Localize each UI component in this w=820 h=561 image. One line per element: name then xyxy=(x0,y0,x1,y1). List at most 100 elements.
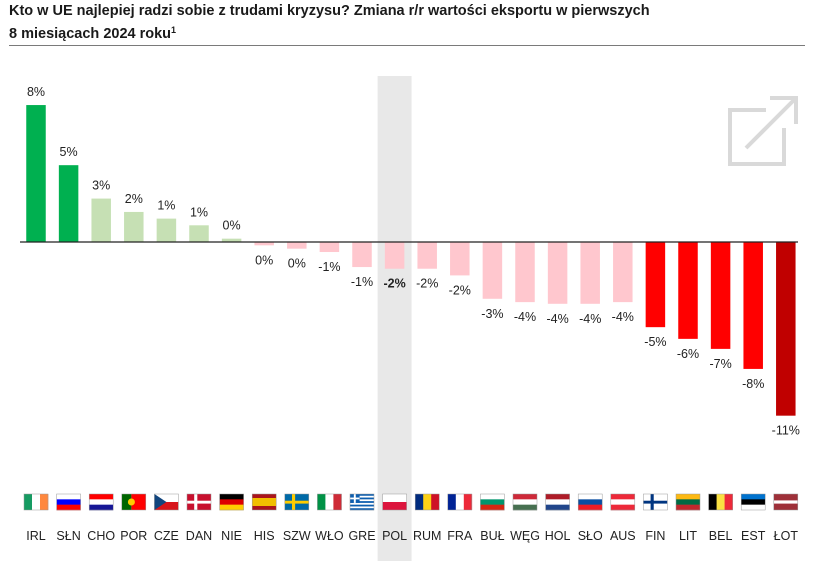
flag-DAN xyxy=(186,493,212,511)
value-label-FIN: -5% xyxy=(644,335,666,349)
chart-title: Kto w UE najlepiej radzi sobie z trudami… xyxy=(9,2,799,44)
flag-POL xyxy=(382,493,407,511)
category-label-SZW: SZW xyxy=(283,529,311,543)
flag-CZE xyxy=(154,493,179,511)
value-label-CZE: 1% xyxy=(157,199,175,213)
value-label-ŁOT: -11% xyxy=(772,424,800,438)
value-label-BUŁ: -3% xyxy=(481,307,503,321)
category-label-CHO: CHO xyxy=(87,529,115,543)
category-label-NIE: NIE xyxy=(221,529,242,543)
value-label-SŁN: 5% xyxy=(60,145,78,159)
value-label-BEL: -7% xyxy=(709,357,731,371)
flag-ŁOT xyxy=(773,493,799,511)
value-label-LIT: -6% xyxy=(677,347,699,361)
title-line-1: Kto w UE najlepiej radzi sobie z trudami… xyxy=(9,3,650,19)
value-label-IRL: 8% xyxy=(27,85,45,99)
category-label-LIT: LIT xyxy=(679,529,697,543)
value-label-FRA: -2% xyxy=(449,283,471,297)
category-label-EST: EST xyxy=(741,529,766,543)
flag-CHO xyxy=(88,493,114,511)
title-line-2: 8 miesiącach 2024 roku1 xyxy=(9,21,799,44)
flag-WŁO xyxy=(317,493,342,511)
bar-IRL xyxy=(26,105,46,242)
footnote-mark: 1 xyxy=(171,25,177,35)
highlight-band xyxy=(377,76,412,561)
bar-HIS xyxy=(254,242,274,246)
value-label-RUM: -2% xyxy=(416,277,438,291)
category-label-CZE: CZE xyxy=(154,529,179,543)
flag-WĘG xyxy=(512,493,538,511)
bar-GRE xyxy=(352,242,372,268)
value-labels-layer: 8%5%3%2% 1% 1%0%0% 0% -1%-1% -2% -2% -2%-3% -4% -… xyxy=(27,85,800,438)
flag-SŁN xyxy=(56,493,81,511)
value-label-NIE: 0% xyxy=(223,219,241,233)
flag-GRE xyxy=(349,493,375,511)
category-label-HIS: HIS xyxy=(254,529,275,543)
flag-RUM xyxy=(414,493,440,511)
title-divider xyxy=(9,45,805,46)
category-label-WŁO: WŁO xyxy=(315,529,344,543)
flag-HOL xyxy=(545,493,570,511)
value-label-DAN: 1% xyxy=(190,205,208,219)
flag-SZW xyxy=(284,493,310,511)
value-label-AUS: -4% xyxy=(612,310,634,324)
category-label-ŁOT: ŁOT xyxy=(774,529,799,543)
category-label-POR: POR xyxy=(120,529,147,543)
bars-layer xyxy=(26,105,796,416)
bar-POL xyxy=(384,242,405,269)
value-label-POL: -2% xyxy=(383,277,405,291)
value-label-CHO: 3% xyxy=(92,179,110,193)
category-label-GRE: GRE xyxy=(348,529,375,543)
bar-SZW xyxy=(287,242,307,249)
category-label-FIN: FIN xyxy=(645,529,665,543)
bar-WĘG xyxy=(515,242,535,303)
bar-CHO xyxy=(91,198,111,242)
value-label-EST: -8% xyxy=(742,377,764,391)
value-label-GRE: -1% xyxy=(351,275,373,289)
flag-FIN xyxy=(643,493,668,511)
bar-WŁO xyxy=(319,242,340,253)
bar-LIT xyxy=(678,242,698,339)
category-label-POL: POL xyxy=(382,529,407,543)
category-label-DAN: DAN xyxy=(186,529,212,543)
flags-layer xyxy=(23,493,799,511)
bar-RUM xyxy=(417,242,437,269)
bar-HOL xyxy=(547,242,568,304)
bar-NIE xyxy=(221,238,242,242)
bar-SŁO xyxy=(580,242,600,304)
flag-SŁO xyxy=(577,493,603,511)
bar-EST xyxy=(743,242,763,369)
value-label-WĘG: -4% xyxy=(514,310,536,324)
bar-AUS xyxy=(613,242,633,303)
flag-EST xyxy=(740,493,766,511)
bar-FRA xyxy=(450,242,470,276)
value-label-POR: 2% xyxy=(125,192,143,206)
category-label-SŁN: SŁN xyxy=(56,529,80,543)
flag-HIS xyxy=(251,493,277,511)
bar-FIN xyxy=(645,242,666,328)
category-label-BEL: BEL xyxy=(709,529,733,543)
external-link-arrow-icon[interactable] xyxy=(726,92,802,168)
category-label-RUM: RUM xyxy=(413,529,441,543)
flag-LIT xyxy=(675,493,701,511)
title-line-2-text: 8 miesiącach 2024 roku xyxy=(9,26,172,42)
value-label-WŁO: -1% xyxy=(318,260,340,274)
value-label-SŁO: -4% xyxy=(579,312,601,326)
category-label-HOL: HOL xyxy=(545,529,571,543)
category-label-IRL: IRL xyxy=(26,529,46,543)
bar-POR xyxy=(124,211,144,242)
value-label-HIS: 0% xyxy=(255,253,273,267)
flag-FRA xyxy=(447,493,473,511)
flag-BEL xyxy=(708,493,733,511)
category-label-FRA: FRA xyxy=(447,529,473,543)
bar-CZE xyxy=(156,218,177,242)
flag-IRL xyxy=(23,493,49,511)
value-label-HOL: -4% xyxy=(546,312,568,326)
bar-DAN xyxy=(189,225,209,242)
category-label-SŁO: SŁO xyxy=(578,529,603,543)
flag-NIE xyxy=(219,493,244,511)
category-label-WĘG: WĘG xyxy=(510,529,540,543)
category-label-BUŁ: BUŁ xyxy=(480,529,504,543)
category-label-AUS: AUS xyxy=(610,529,636,543)
